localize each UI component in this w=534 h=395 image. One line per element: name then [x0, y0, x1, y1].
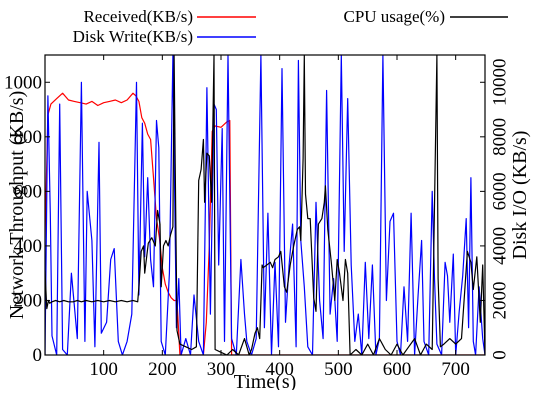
y-right-tick-label: 8000: [490, 118, 511, 156]
y-left-tick-label: 600: [14, 181, 43, 202]
x-tick-label: 600: [383, 359, 412, 380]
x-axis-title: Time(s): [234, 371, 297, 390]
x-tick-label: 200: [148, 359, 177, 380]
y-right-tick-label: 4000: [490, 227, 511, 265]
y-axis-right-title: Disk I/O (KB/s): [509, 131, 531, 260]
series-line-received-kb-s: [45, 92, 485, 355]
y-left-tick-label: 200: [14, 290, 43, 311]
legend-label-received-kb-s: Received(KB/s): [83, 7, 193, 26]
legend-label-disk-write-kb-s: Disk Write(KB/s): [73, 27, 193, 46]
y-left-tick-label: 1000: [4, 72, 42, 93]
y-left-tick-label: 400: [14, 236, 43, 257]
x-tick-label: 500: [324, 359, 353, 380]
y-axis-left-title: Network Throughput (KB/s): [6, 91, 28, 320]
x-tick-label: 300: [207, 359, 236, 380]
x-tick-label: 700: [441, 359, 470, 380]
tick-layer: 100 200 300 400 500 600 7000200400600800100002…: [4, 55, 511, 380]
x-tick-label: 100: [89, 359, 118, 380]
series-line-cpu-usage: [45, 55, 485, 355]
y-right-tick-label: 0: [490, 350, 511, 360]
x-tick-label: 400: [265, 359, 294, 380]
plot-frame: [44, 54, 486, 356]
y-right-tick-label: 2000: [490, 281, 511, 319]
y-right-tick-label: 10000: [490, 59, 511, 107]
legend: Received(KB/s)Disk Write(KB/s) CPU usage(…: [73, 7, 508, 46]
series-line-disk-write-kb-s: [45, 55, 485, 355]
y-left-tick-label: 800: [14, 127, 43, 148]
legend-label-cpu-usage: CPU usage(%): [343, 7, 445, 26]
y-left-tick-label: 0: [33, 345, 43, 366]
series-layer: [45, 55, 485, 355]
y-right-tick-label: 6000: [490, 172, 511, 210]
